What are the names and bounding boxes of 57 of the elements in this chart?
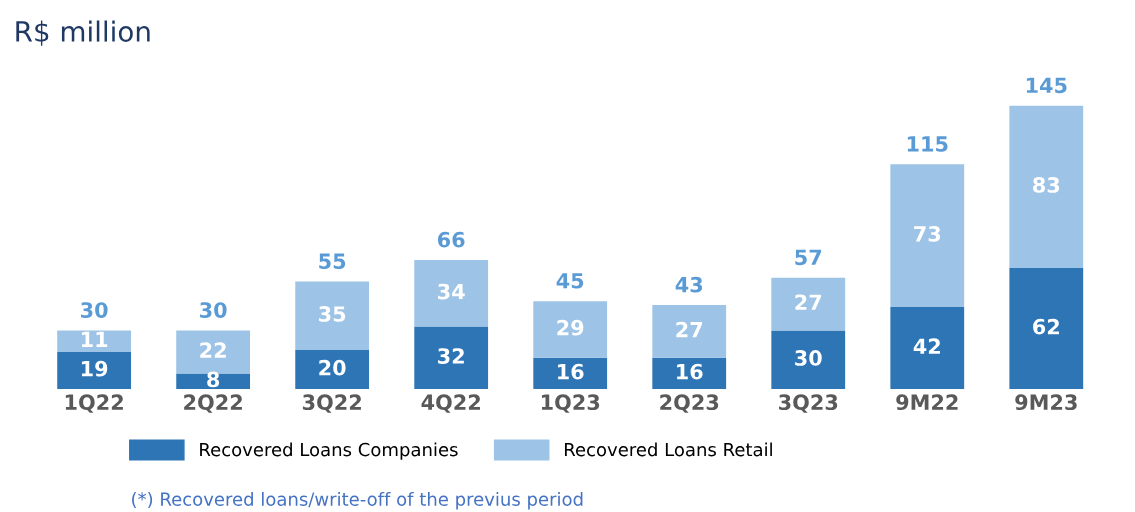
data-label: 30 [795,350,822,366]
legend-label: Recovered Loans Companies [200,442,458,460]
data-label: 35 [319,306,346,322]
bar [533,301,608,358]
bar [771,277,846,331]
data-label: 73 [914,225,941,242]
bar [1009,267,1084,390]
total-label: 30 [200,302,227,318]
bar [771,330,846,390]
x-tick-label: 9M22 [896,394,958,411]
data-label: 20 [319,359,346,376]
chart-title: R$ million [16,20,150,46]
data-label: 42 [913,338,940,354]
data-label: 16 [558,363,584,380]
x-tick-label: 2Q22 [184,394,242,413]
data-label: 27 [676,321,703,338]
data-label: 11 [81,331,108,347]
x-tick-label: 2Q23 [660,394,719,413]
bar [176,373,251,390]
legend-label: Recovered Loans Retail [564,442,772,457]
total-label: 145 [1026,77,1067,94]
data-label: 83 [1033,177,1060,193]
data-label: 29 [557,319,584,336]
total-label: 115 [907,136,948,152]
data-label: 16 [677,363,703,380]
bar [890,164,965,308]
data-label: 8 [207,371,220,388]
bar [652,305,727,358]
bar [295,350,370,390]
bar [295,281,370,351]
data-label: 27 [795,294,822,310]
bar [57,330,132,352]
total-label: 43 [675,276,703,293]
bar [414,260,489,327]
data-label: 19 [81,360,108,377]
total-label: 45 [556,273,584,289]
text: (*) Recovered loans/write-off of the previus period [132,491,583,510]
x-tick-label: 3Q23 [779,394,838,413]
data-label: 32 [438,348,464,364]
data-label: 34 [438,283,465,300]
bar [890,307,965,390]
total-label: 30 [81,302,108,318]
data-label: 22 [200,342,226,358]
total-label: 66 [437,231,465,248]
data-label: 62 [1033,318,1059,335]
total-label: 57 [795,249,822,266]
bar [533,357,608,390]
x-tick-label: 1Q23 [541,394,600,413]
bar [57,351,132,390]
bar [414,326,489,390]
bar [1009,105,1084,268]
total-label: 55 [319,253,346,270]
x-tick-label: 4Q22 [421,394,480,413]
bar [652,357,727,390]
x-tick-label: 1Q22 [65,394,123,413]
x-tick-label: 3Q22 [302,394,361,413]
x-tick-label: 9M23 [1015,394,1077,411]
